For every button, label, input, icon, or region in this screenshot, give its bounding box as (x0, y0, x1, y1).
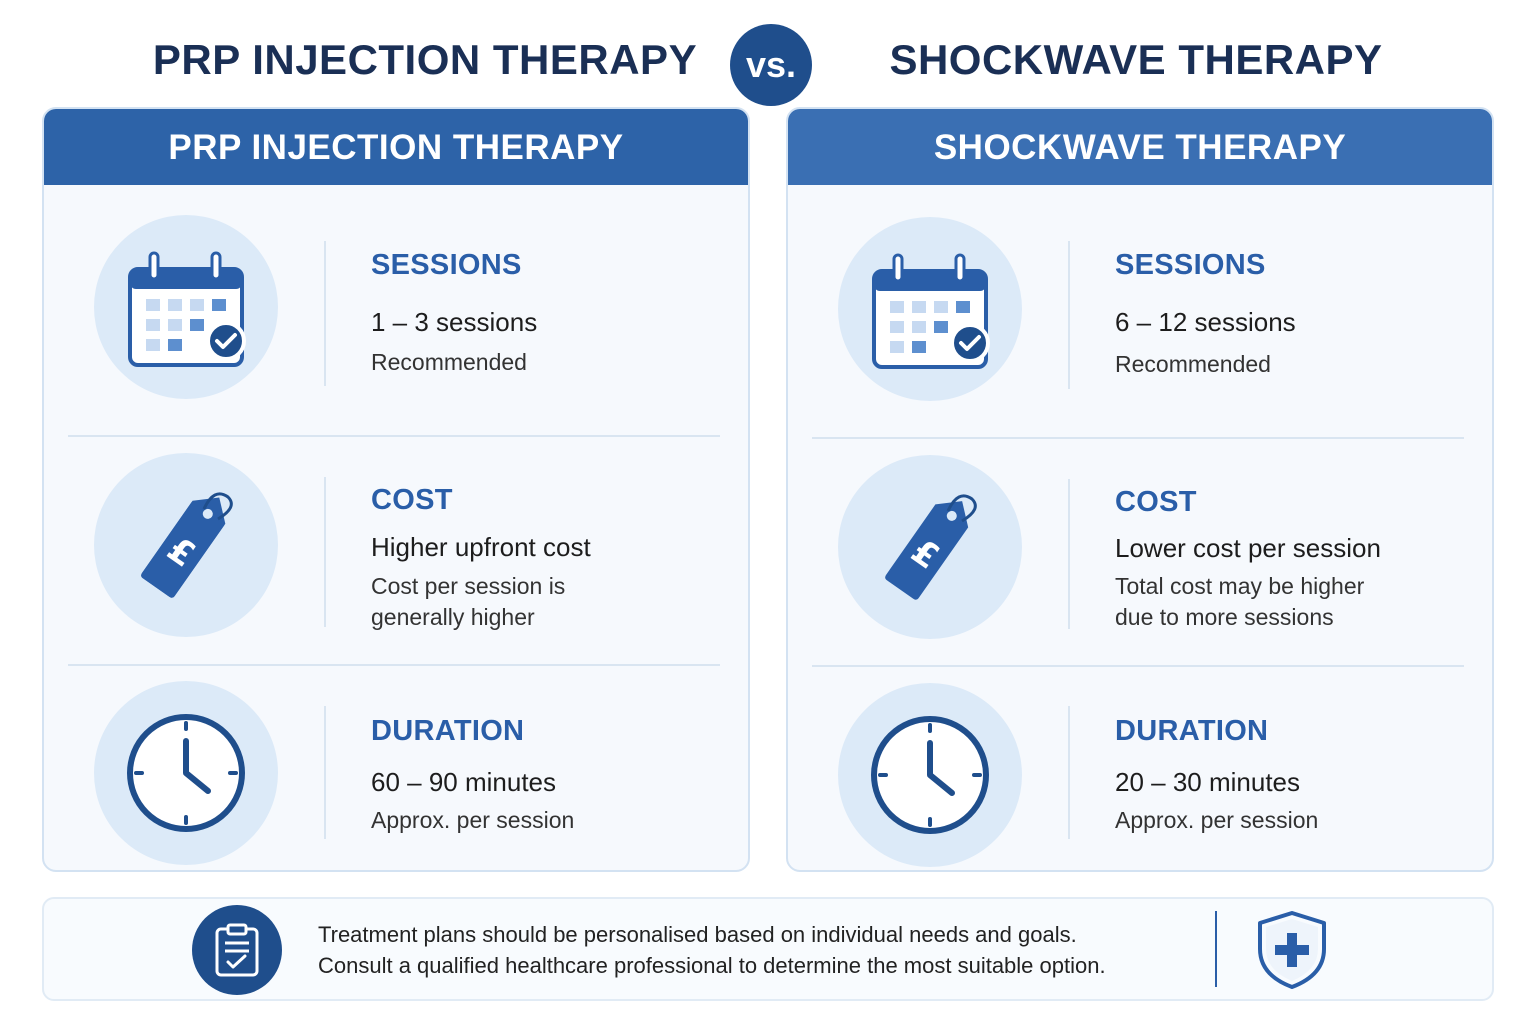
row-divider-vertical (1068, 706, 1070, 839)
vs-badge: vs. (730, 24, 812, 106)
row-divider-vertical (324, 241, 326, 386)
price-tag-pound-icon: £ (94, 453, 278, 637)
duration-note: Approx. per session (371, 807, 575, 833)
footer-line: Consult a qualified healthcare professio… (318, 953, 1106, 978)
cost-note-line: due to more sessions (1115, 604, 1334, 630)
cost-value: Higher upfront cost (371, 532, 591, 562)
row-divider (68, 435, 720, 437)
card-header-shockwave: SHOCKWAVE THERAPY (788, 109, 1492, 185)
clock-icon (94, 681, 278, 865)
cost-label: COST (1115, 486, 1197, 518)
card-prp: PRP INJECTION THERAPY SESSIONS 1 – 3 ses… (42, 107, 750, 872)
page-title-prp: PRP INJECTION THERAPY (152, 36, 698, 83)
footer-divider (1215, 911, 1217, 987)
cost-note-line: Total cost may be higher (1115, 573, 1365, 599)
calendar-check-icon (838, 217, 1022, 401)
footer-text: Treatment plans should be personalised b… (318, 919, 1106, 981)
clipboard-check-icon (192, 905, 282, 995)
duration-label: DURATION (371, 715, 525, 747)
sessions-note: Recommended (1115, 351, 1271, 377)
price-tag-pound-icon: £ (838, 455, 1022, 639)
row-divider-vertical (324, 706, 326, 839)
cost-note-line: Cost per session is (371, 573, 566, 599)
row-divider-vertical (1068, 479, 1070, 629)
sessions-value: 6 – 12 sessions (1115, 307, 1296, 337)
row-divider (812, 437, 1464, 439)
card-header-prp: PRP INJECTION THERAPY (44, 109, 748, 185)
row-divider (812, 665, 1464, 667)
row-divider-vertical (1068, 241, 1070, 389)
footer-disclaimer: Treatment plans should be personalised b… (42, 897, 1494, 1001)
cost-label: COST (371, 484, 453, 516)
duration-value: 60 – 90 minutes (371, 767, 557, 797)
duration-label: DURATION (1115, 715, 1269, 747)
row-divider-vertical (324, 477, 326, 627)
clock-icon (838, 683, 1022, 867)
cost-note-line: generally higher (371, 604, 535, 630)
duration-note: Approx. per session (1115, 807, 1319, 833)
calendar-check-icon (94, 215, 278, 399)
card-shockwave: SHOCKWAVE THERAPY SESSIONS 6 – 12 sessio… (786, 107, 1494, 872)
footer-line: Treatment plans should be personalised b… (318, 922, 1077, 947)
sessions-label: SESSIONS (1115, 249, 1266, 281)
sessions-label: SESSIONS (371, 249, 522, 281)
cost-value: Lower cost per session (1115, 533, 1381, 563)
duration-value: 20 – 30 minutes (1115, 767, 1301, 797)
cost-note: Total cost may be higher due to more ses… (1115, 571, 1475, 633)
sessions-value: 1 – 3 sessions (371, 307, 538, 337)
shield-plus-icon (1258, 911, 1326, 989)
cost-note: Cost per session is generally higher (371, 571, 731, 633)
sessions-note: Recommended (371, 349, 527, 375)
row-divider (68, 664, 720, 666)
page-title-shockwave: SHOCKWAVE THERAPY (889, 36, 1383, 83)
